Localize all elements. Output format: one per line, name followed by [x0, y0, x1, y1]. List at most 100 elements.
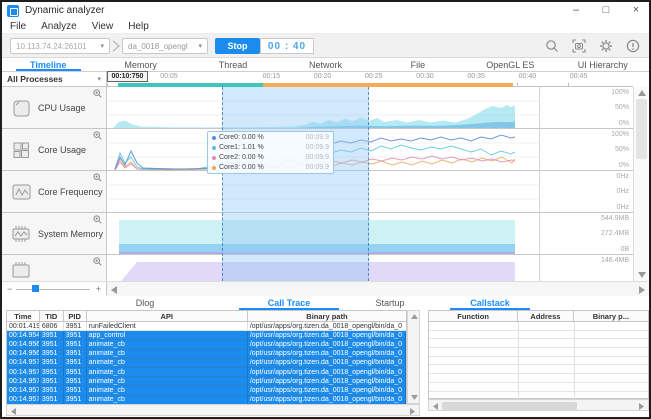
call-trace-vertical-scrollbar[interactable]	[407, 310, 420, 404]
maximize-button[interactable]: □	[599, 3, 613, 18]
table-row[interactable]: 00:14.95739513951animate_cb/opt/usr/apps…	[7, 368, 406, 377]
call-trace-horizontal-scrollbar[interactable]	[6, 404, 420, 416]
zoom-in-icon[interactable]	[93, 257, 102, 266]
column-header[interactable]: Function	[429, 311, 518, 321]
tab-opengl-es[interactable]: OpenGL ES	[464, 58, 556, 71]
table-cell: /opt/usr/apps/org.tizen.da_0018_opengl/b…	[248, 322, 406, 330]
table-row[interactable]: 00:14.95739513951animate_cb/opt/usr/apps…	[7, 386, 406, 395]
process-memory-chart[interactable]	[107, 255, 633, 281]
core-frequency-label-cell[interactable]: Core Frequency	[2, 171, 107, 212]
zoom-in-label[interactable]: +	[96, 282, 101, 296]
table-row[interactable]: 00:14.95739513951animate_cb/opt/usr/apps…	[7, 359, 406, 368]
column-header[interactable]: API	[87, 311, 248, 321]
close-button[interactable]: ×	[629, 3, 643, 18]
table-row[interactable]: 00:14.95639513951animate_cb/opt/usr/apps…	[7, 340, 406, 349]
table-cell: /opt/usr/apps/org.tizen.da_0018_opengl/b…	[248, 340, 406, 348]
table-row	[429, 322, 648, 331]
minimize-button[interactable]: –	[569, 3, 583, 18]
table-cell: 3951	[40, 396, 64, 404]
tab-timeline[interactable]: Timeline	[2, 58, 94, 71]
about-info-icon[interactable]	[625, 38, 641, 54]
table-row[interactable]: 00:01.41968063951runFailedClient/opt/usr…	[7, 322, 406, 331]
zoom-out-label[interactable]: −	[7, 282, 12, 296]
table-cell: 3951	[40, 386, 64, 394]
tab-file[interactable]: File	[372, 58, 464, 71]
ruler-tick: 00:25	[365, 73, 383, 80]
zoom-in-icon[interactable]	[93, 89, 102, 98]
table-cell: 00:14.957	[7, 359, 40, 367]
zoom-in-icon[interactable]	[93, 173, 102, 182]
process-memory-label-cell[interactable]	[2, 255, 107, 281]
process-filter-select[interactable]: All Processes ▾	[2, 72, 107, 87]
axis-label: 0%	[619, 120, 629, 127]
core-usage-tooltip: Core0: 0.00 %00:09.9Core1: 1.01 %00:09.9…	[207, 131, 334, 174]
system-memory-label-cell[interactable]: System Memory	[2, 213, 107, 254]
series-color-dot	[212, 166, 216, 170]
memory-chip-icon	[10, 223, 32, 245]
table-cell	[519, 331, 575, 339]
table-cell: /opt/usr/apps/org.tizen.da_0018_opengl/b…	[248, 350, 406, 358]
tab-label: Memory	[124, 60, 157, 70]
axis-label: 50%	[615, 104, 629, 111]
slider-handle[interactable]	[32, 285, 39, 292]
zoom-in-icon[interactable]	[93, 215, 102, 224]
column-header[interactable]: TID	[40, 311, 64, 321]
column-header[interactable]: PID	[64, 311, 87, 321]
tab-ui-hierarchy[interactable]: UI Hierarchy	[557, 58, 649, 71]
table-cell	[429, 339, 519, 347]
search-icon[interactable]	[544, 38, 560, 54]
time-marker[interactable]: 00:10:750	[107, 71, 148, 82]
timeline-zoom-slider[interactable]: − +	[2, 281, 107, 296]
cpu-usage-chart[interactable]	[107, 87, 633, 128]
stop-button[interactable]: Stop	[215, 38, 260, 54]
tab-thread[interactable]: Thread	[187, 58, 279, 71]
menu-help[interactable]: Help	[128, 21, 149, 32]
breadcrumb-chevron-icon	[112, 40, 120, 52]
device-select[interactable]: 10.113.74.24:26101 ▾	[10, 38, 110, 54]
settings-gear-icon[interactable]	[598, 38, 614, 54]
menu-analyze[interactable]: Analyze	[41, 21, 77, 32]
scrollbar-thumb[interactable]	[636, 99, 647, 159]
cpu-usage-label-cell[interactable]: CPU Usage	[2, 87, 107, 128]
core-frequency-chart[interactable]	[107, 171, 633, 212]
table-row	[429, 339, 648, 348]
table-row[interactable]: 00:14.95739513951animate_cb/opt/usr/apps…	[7, 377, 406, 386]
table-row	[429, 374, 648, 383]
table-row[interactable]: 00:14.95639513951animate_cb/opt/usr/apps…	[7, 350, 406, 359]
table-cell: /opt/usr/apps/org.tizen.da_0018_opengl/b…	[248, 386, 406, 394]
column-header[interactable]: Address	[518, 311, 574, 321]
tick-mark	[107, 83, 108, 86]
tab-memory[interactable]: Memory	[94, 58, 186, 71]
chart-row-title: Core Frequency	[38, 187, 103, 197]
scrollbar-thumb[interactable]	[442, 402, 577, 410]
menu-file[interactable]: File	[10, 21, 26, 32]
range-selection-overlay[interactable]	[222, 87, 369, 281]
table-row[interactable]: 00:14.95439513951app_control/opt/usr/app…	[7, 331, 406, 340]
tooltip-time: 00:09.9	[306, 144, 329, 151]
tab-dlog[interactable]: Dlog	[110, 296, 180, 310]
column-header[interactable]: Binary p...	[574, 311, 648, 321]
table-row	[429, 357, 648, 366]
table-row[interactable]: 00:14.95739513951animate_cb/opt/usr/apps…	[7, 396, 406, 405]
tab-startup[interactable]: Startup	[355, 296, 425, 310]
charts-horizontal-scrollbar[interactable]	[107, 281, 649, 296]
charts-vertical-scrollbar[interactable]	[633, 87, 649, 281]
column-header[interactable]: Binary path	[248, 311, 406, 321]
ruler-tick: 00:40	[519, 73, 537, 80]
tab-network[interactable]: Network	[279, 58, 371, 71]
screenshot-icon[interactable]	[571, 38, 587, 54]
tooltip-core-value: Core0: 0.00 %	[219, 134, 306, 141]
menu-view[interactable]: View	[92, 21, 114, 32]
slider-track[interactable]	[16, 289, 90, 290]
table-cell: animate_cb	[87, 386, 248, 394]
core-usage-chart[interactable]	[107, 129, 633, 170]
system-memory-chart[interactable]	[107, 213, 633, 254]
table-row	[429, 348, 648, 357]
core-usage-label-cell[interactable]: Core Usage	[2, 129, 107, 170]
app-select[interactable]: da_0018_opengl ▾	[122, 38, 208, 54]
zoom-in-icon[interactable]	[93, 131, 102, 140]
column-header[interactable]: Time	[7, 311, 40, 321]
table-cell	[429, 392, 519, 400]
table-cell	[429, 374, 519, 382]
callstack-horizontal-scrollbar[interactable]	[428, 399, 649, 411]
